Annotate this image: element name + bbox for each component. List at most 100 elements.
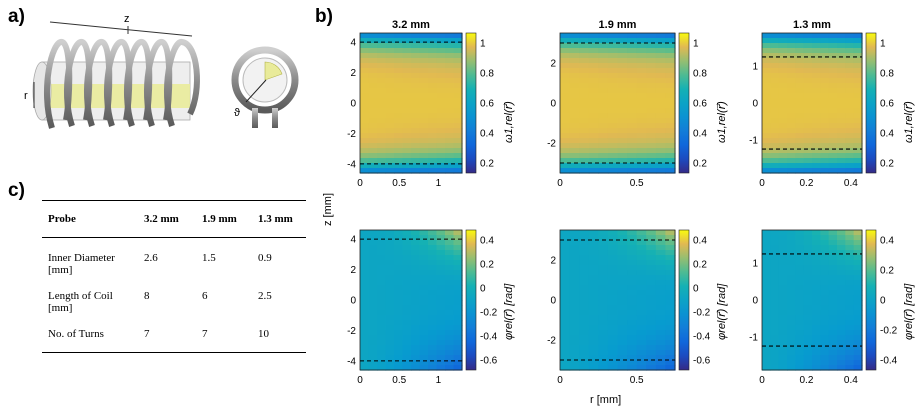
- heatmap-cell: [588, 250, 599, 256]
- heatmap-cell: [445, 245, 455, 251]
- heatmap-cell: [419, 350, 429, 356]
- heatmap-cell: [636, 335, 647, 341]
- heatmap-cell: [436, 330, 446, 336]
- heatmap-cell: [368, 240, 378, 246]
- heatmap-cell: [453, 58, 463, 64]
- heatmap-cell: [778, 123, 788, 129]
- heatmap-cell: [385, 43, 395, 49]
- heatmap-cell: [665, 280, 676, 286]
- heatmap-cell: [377, 360, 387, 366]
- heatmap-cell: [428, 310, 438, 316]
- heatmap-cell: [453, 148, 463, 154]
- heatmap-cell: [828, 250, 838, 256]
- heatmap-cell: [665, 113, 676, 119]
- heatmap-cell: [368, 235, 378, 241]
- heatmap-cell: [787, 230, 796, 236]
- heatmap-cell: [627, 245, 638, 251]
- heatmap-cell: [394, 330, 404, 336]
- heatmap-cell: [360, 73, 370, 79]
- heatmap-cell: [360, 325, 370, 331]
- heatmap-cell: [828, 345, 838, 351]
- heatmap-cell: [569, 290, 580, 296]
- heatmap-cell: [837, 360, 846, 366]
- heatmap-cell: [762, 295, 771, 301]
- heatmap-cell: [812, 123, 821, 129]
- heatmap-cell: [665, 43, 676, 49]
- heatmap-cell: [377, 143, 387, 149]
- colorbar: [865, 32, 877, 174]
- heatmap-cell: [368, 58, 378, 64]
- heatmap-cell: [828, 335, 838, 341]
- heatmap-cell: [837, 103, 846, 109]
- heatmap-cell: [569, 360, 580, 366]
- heatmap-cell: [812, 118, 821, 124]
- x-tick-label: 0.2: [799, 375, 813, 386]
- heatmap-cell: [588, 108, 599, 114]
- heatmap-cell: [560, 33, 571, 39]
- heatmap-cell: [377, 98, 387, 104]
- heatmap-cell: [665, 360, 676, 366]
- heatmap-cell: [787, 78, 796, 84]
- heatmap-cell: [579, 310, 590, 316]
- heatmap-cell: [445, 275, 455, 281]
- heatmap-cell: [803, 300, 813, 306]
- heatmap-cell: [820, 315, 830, 321]
- heatmap-cell: [377, 255, 387, 261]
- heatmap-cell: [795, 163, 805, 169]
- heatmap-cell: [655, 168, 667, 174]
- heatmap-cell: [646, 255, 657, 261]
- heatmap-cell: [665, 143, 676, 149]
- heatmap-cell: [762, 43, 771, 49]
- heatmap-cell: [636, 355, 647, 361]
- heatmap-cell: [787, 235, 796, 241]
- heatmap-cell: [837, 98, 846, 104]
- heatmap-cell: [453, 335, 463, 341]
- heatmap-cell: [853, 285, 863, 291]
- heatmap-cell: [778, 330, 788, 336]
- heatmap-cell: [803, 103, 813, 109]
- heatmap-cell: [607, 320, 619, 326]
- heatmap-cell: [762, 330, 771, 336]
- heatmap-cell: [837, 260, 846, 266]
- heatmap-cell: [778, 68, 788, 74]
- colorbar-tick-label: -0.2: [693, 308, 711, 319]
- heatmap-cell: [579, 38, 590, 44]
- heatmap-cell: [770, 83, 780, 89]
- heatmap-cell: [803, 163, 813, 169]
- heatmap-cell: [845, 38, 855, 44]
- heatmap-cell: [588, 123, 599, 129]
- heatmap-cell: [795, 365, 805, 371]
- heatmap-cell: [795, 133, 805, 139]
- heatmap-cell: [617, 365, 628, 371]
- heatmap-cell: [377, 43, 387, 49]
- heatmap-cell: [762, 300, 771, 306]
- heatmap-cell: [778, 270, 788, 276]
- heatmap-cell: [436, 250, 446, 256]
- heatmap-cell: [385, 275, 395, 281]
- heatmap-cell: [787, 43, 796, 49]
- heatmap-cell: [665, 310, 676, 316]
- heatmap-cell: [803, 350, 813, 356]
- heatmap-cell: [402, 320, 412, 326]
- heatmap-cell: [853, 340, 863, 346]
- heatmap-cell: [778, 305, 788, 311]
- heatmap-cell: [627, 68, 638, 74]
- plot-title: 1.9 mm: [599, 19, 637, 31]
- heatmap-cell: [360, 93, 370, 99]
- heatmap-cell: [778, 320, 788, 326]
- heatmap-cell: [853, 310, 863, 316]
- heatmap-cell: [411, 143, 421, 149]
- heatmap-cell: [837, 345, 846, 351]
- heatmap-cell: [812, 148, 821, 154]
- heatmap-cell: [445, 168, 455, 174]
- heatmap-cell: [360, 320, 370, 326]
- heatmap-cell: [845, 285, 855, 291]
- heatmap-cell: [803, 73, 813, 79]
- heatmap-cell: [419, 98, 429, 104]
- heatmap-cell: [569, 310, 580, 316]
- x-tick-label: 0: [557, 178, 563, 189]
- heatmap-cell: [812, 240, 821, 246]
- heatmap-cell: [428, 230, 438, 236]
- x-tick-label: 0.5: [392, 178, 406, 189]
